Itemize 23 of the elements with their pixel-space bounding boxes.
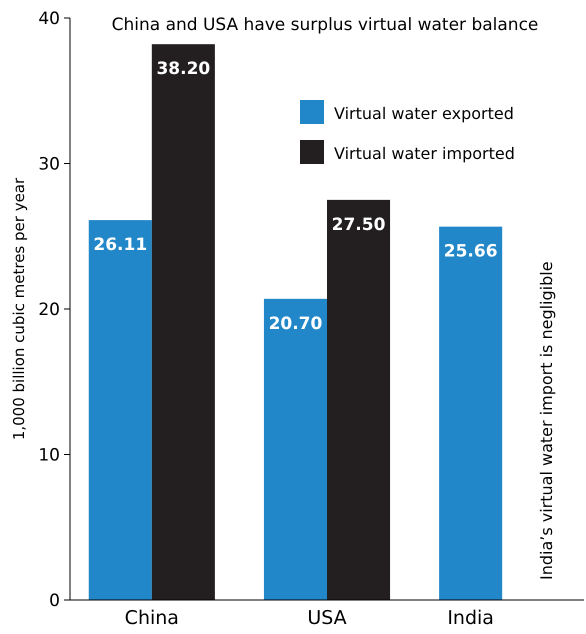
y-tick-label: 40 xyxy=(38,9,60,29)
text: 27.50 xyxy=(332,214,386,235)
text: 25.66 xyxy=(444,242,498,262)
annotation: India’s virtual water import is negligible xyxy=(537,261,556,580)
y-tick-label: 0 xyxy=(49,591,60,611)
bar xyxy=(152,44,215,600)
bar xyxy=(327,200,390,600)
legend-label: Virtual water imported xyxy=(334,144,515,163)
y-tick-label: 20 xyxy=(38,300,60,320)
text: 26.11 xyxy=(93,235,148,256)
y-axis-title: 1,000 billion cubic metres per year xyxy=(10,177,28,440)
x-tick-label: USA xyxy=(307,607,347,629)
x-tick-label: India xyxy=(447,607,494,629)
text: 20.70 xyxy=(268,314,322,334)
bar xyxy=(439,226,502,600)
text: 38.20 xyxy=(156,59,210,80)
chart-title: China and USA have surplus virtual water balance xyxy=(112,15,538,35)
bar xyxy=(88,220,152,600)
legend-label: Virtual water exported xyxy=(334,104,514,123)
bar xyxy=(264,298,327,600)
y-tick-label: 30 xyxy=(38,154,60,174)
x-tick-label: China xyxy=(124,607,179,629)
y-tick-label: 10 xyxy=(38,446,60,466)
